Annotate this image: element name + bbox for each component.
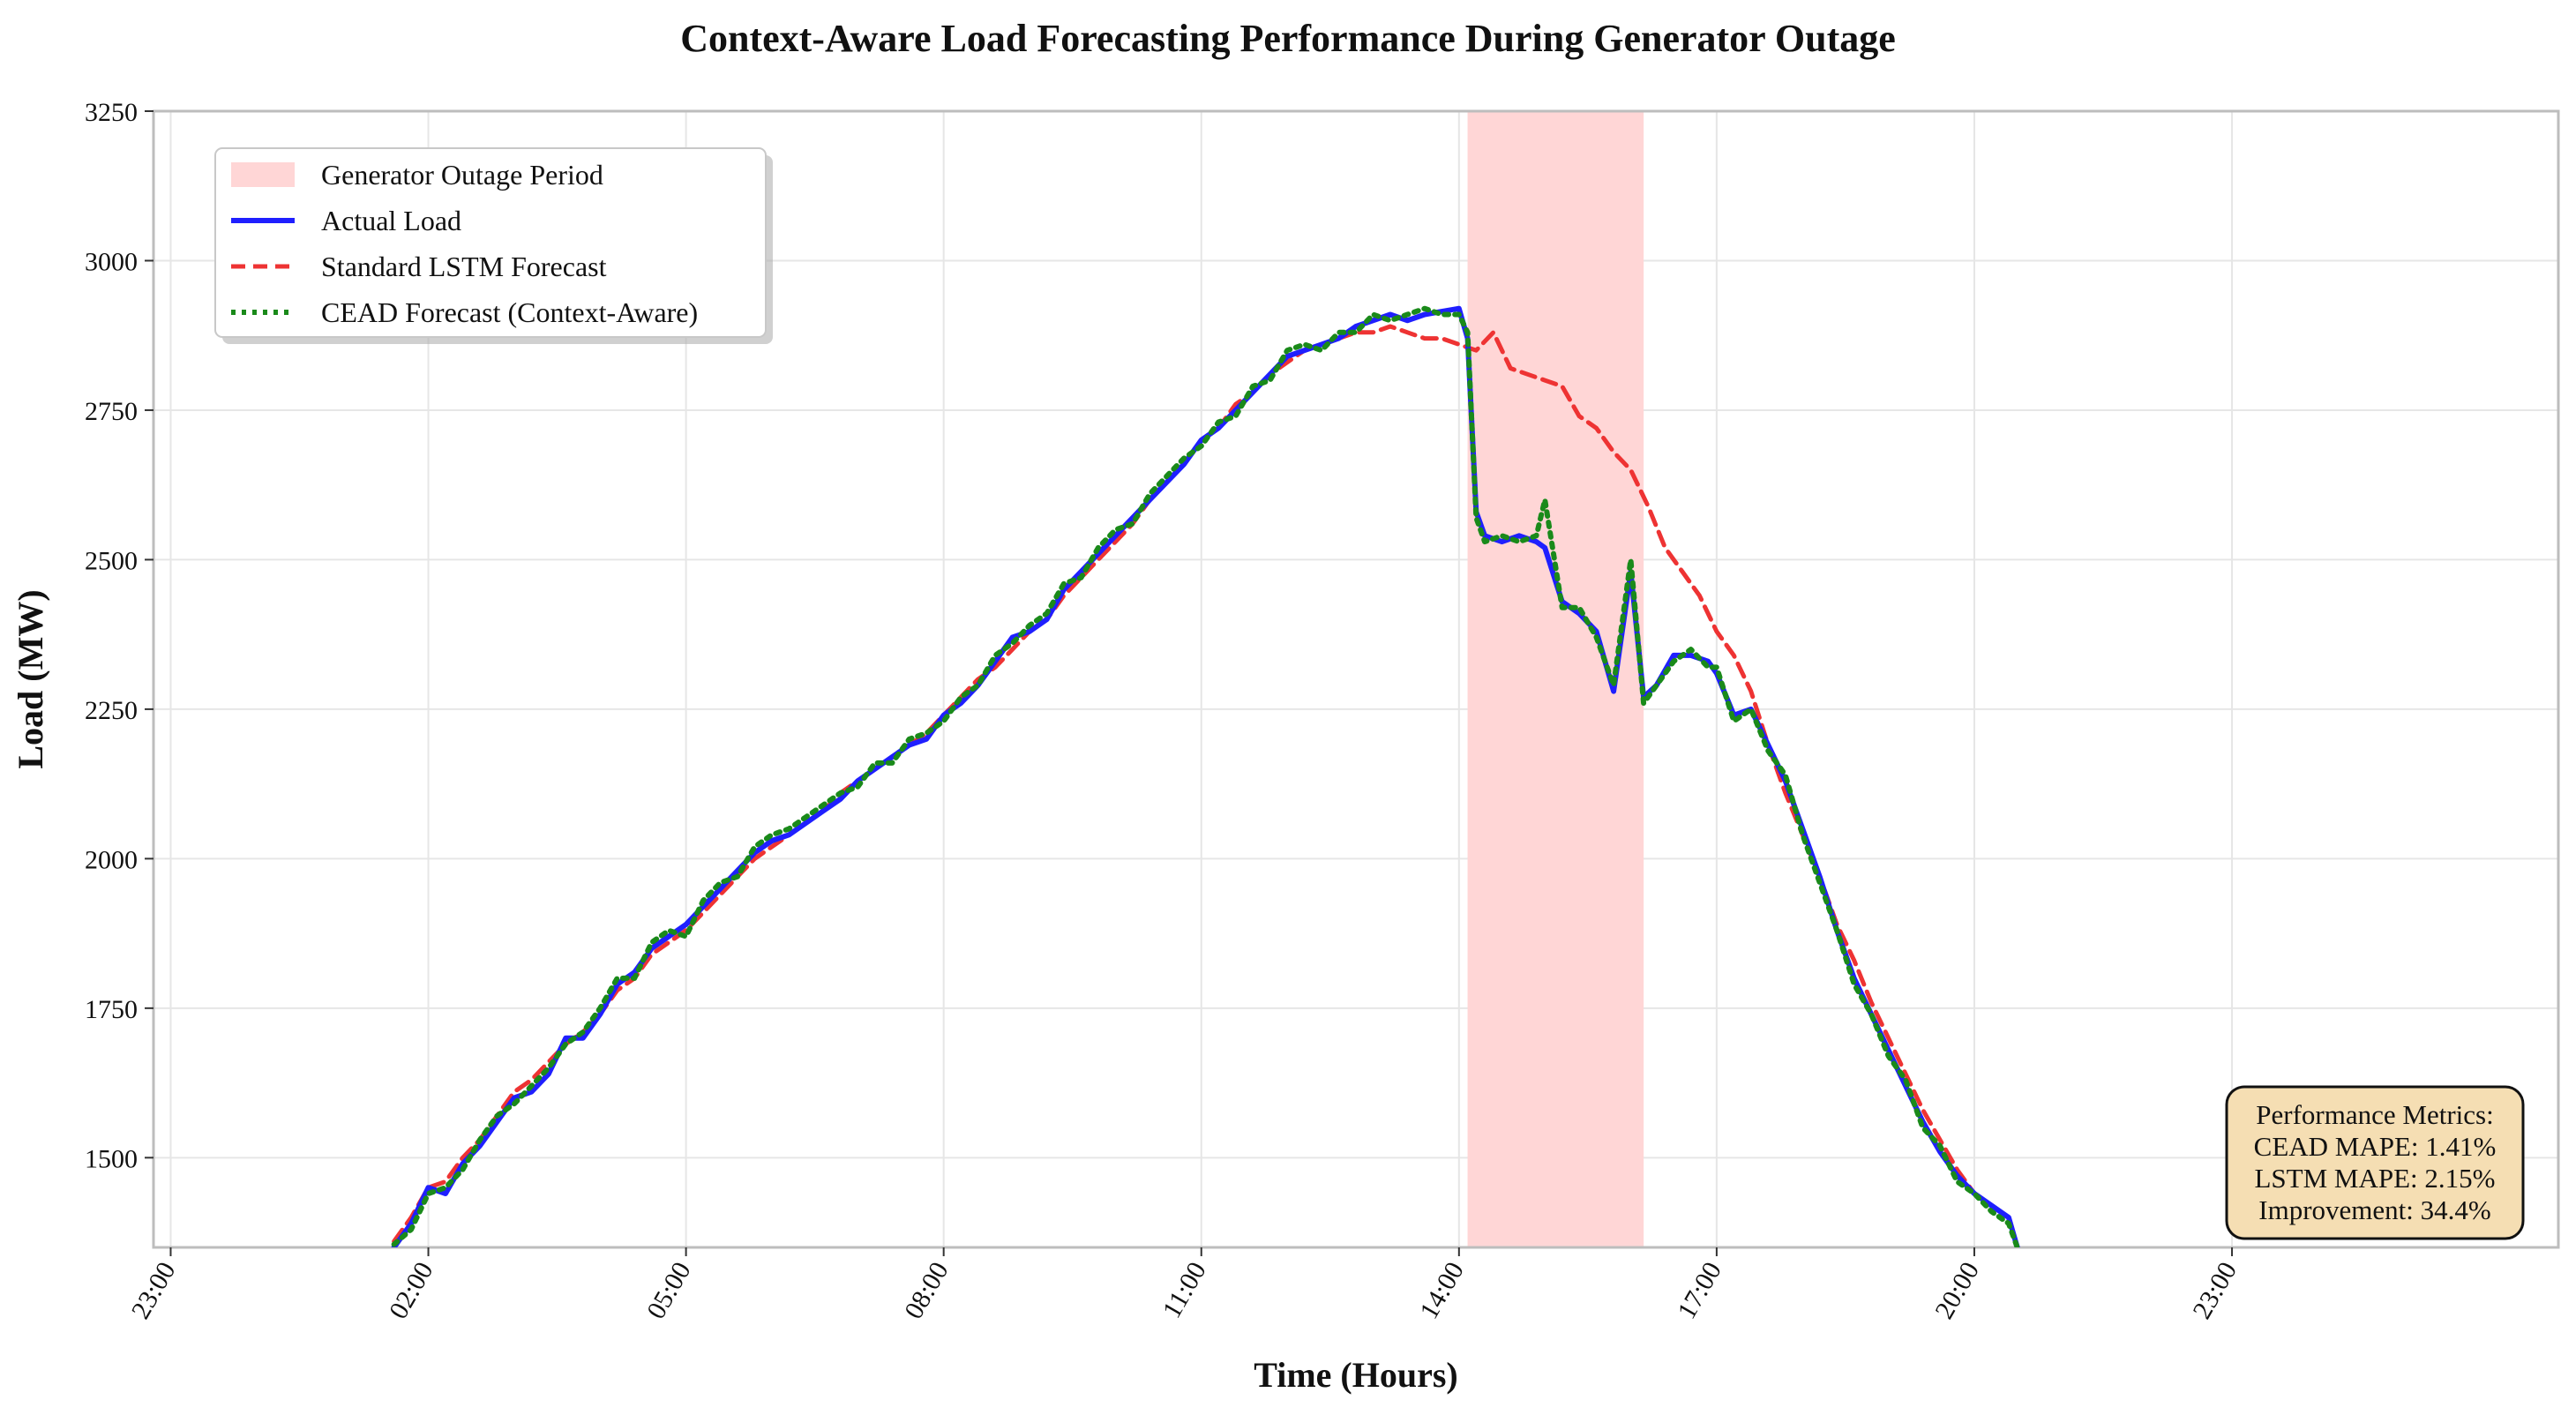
series-group [391,305,2020,1247]
legend-label-cead: CEAD Forecast (Context-Aware) [321,296,698,328]
y-axis-label: Load (MW) [11,589,50,768]
series-line-actual-load [391,305,2020,1247]
y-tick-label: 2750 [85,397,138,426]
x-tick-label: 02:00 [384,1257,439,1324]
y-tick-label: 2000 [85,845,138,874]
legend-label-actual: Actual Load [321,205,461,236]
metrics-lstm-mape: LSTM MAPE: 2.15% [2255,1163,2496,1194]
x-tick-label: 17:00 [1672,1257,1727,1324]
legend: Generator Outage Period Actual Load Stan… [214,147,773,344]
legend-frame [214,147,767,338]
plot-frame [152,109,2560,1249]
x-tick-label: 05:00 [641,1257,697,1324]
y-tick-label: 1750 [85,995,138,1024]
x-axis: 23:00 02:00 05:00 08:00 11:00 14:00 17:00 20:00… [126,1247,2243,1324]
legend-label-lstm: Standard LSTM Forecast [321,251,607,282]
y-tick-label: 2250 [85,696,138,725]
metrics-cead-mape: CEAD MAPE: 1.41% [2254,1131,2497,1162]
y-tick-label: 2500 [85,546,138,575]
x-tick-label: 11:00 [1157,1257,1212,1323]
y-axis: 1500 1750 2000 2250 2500 2750 3000 3250 [85,98,154,1173]
series-line-standard-lstm-forecast [392,324,2020,1247]
metrics-box: Performance Metrics: CEAD MAPE: 1.41% LS… [2225,1085,2525,1240]
x-axis-label: Time (Hours) [1254,1355,1457,1395]
y-tick-label: 3250 [85,98,138,127]
x-tick-label: 08:00 [899,1257,955,1324]
x-tick-label: 23:00 [2187,1257,2243,1324]
x-tick-label: 23:00 [126,1257,182,1324]
legend-outage-patch [231,162,295,187]
metrics-title: Performance Metrics: [2256,1099,2493,1130]
x-tick-label: 20:00 [1929,1257,1985,1324]
series-line-cead-forecast-context-aware [391,305,2020,1247]
chart-title: Context-Aware Load Forecasting Performan… [680,17,1896,60]
x-tick-label: 14:00 [1414,1257,1470,1324]
y-tick-label: 1500 [85,1144,138,1173]
metrics-box-frame [2225,1085,2525,1240]
y-tick-label: 3000 [85,247,138,276]
legend-label-outage: Generator Outage Period [321,159,603,191]
metrics-improvement: Improvement: 34.4% [2258,1194,2490,1225]
